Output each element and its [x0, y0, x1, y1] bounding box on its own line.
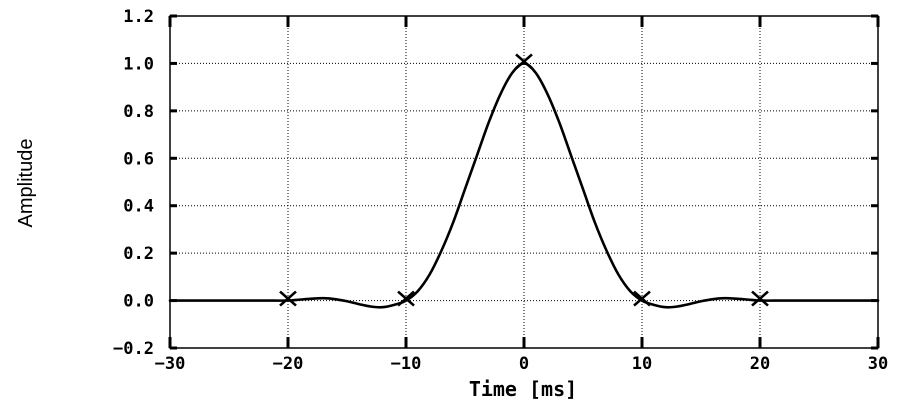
x-axis-title: Time [ms] — [469, 377, 577, 401]
x-marker — [279, 290, 297, 307]
x-marker-stroke — [751, 290, 769, 307]
grid — [170, 16, 878, 348]
y-tick-label: 1.0 — [123, 54, 154, 74]
x-marker-stroke — [279, 290, 297, 307]
y-tick-label: 0.2 — [123, 244, 154, 264]
y-tick-label: 0.8 — [123, 102, 154, 122]
y-tick-label: 0.6 — [123, 149, 154, 169]
x-marker-stroke — [515, 53, 533, 70]
x-tick-label: 20 — [750, 354, 770, 374]
x-marker — [633, 290, 651, 307]
y-tick-label: 0.0 — [123, 292, 154, 312]
x-tick-label: −30 — [155, 354, 186, 374]
y-tick-label: 1.2 — [123, 7, 154, 27]
x-marker-stroke — [397, 290, 415, 307]
x-marker — [515, 53, 533, 70]
series-layer — [168, 62, 880, 309]
x-marker-stroke — [633, 290, 651, 307]
y-tick-label: 0.4 — [123, 197, 154, 217]
plot-frame — [169, 15, 879, 349]
x-tick-label: 30 — [868, 354, 888, 374]
tick-labels: −0.2 0.0 0.2 0.4 0.6 0.8 1.0 1.2 −30 −20 −10 0 10 20 3… — [113, 7, 888, 374]
y-tick-label: −0.2 — [113, 339, 154, 359]
x-marker — [397, 290, 415, 307]
x-tick-label: −20 — [273, 354, 304, 374]
x-tick-label: 10 — [632, 354, 652, 374]
series-line — [168, 62, 880, 309]
marker-layer — [279, 53, 769, 307]
x-tick-label: −10 — [391, 354, 422, 374]
x-tick-label: 0 — [519, 354, 529, 374]
x-marker — [751, 290, 769, 307]
y-axis-title: Amplitude — [15, 139, 37, 228]
